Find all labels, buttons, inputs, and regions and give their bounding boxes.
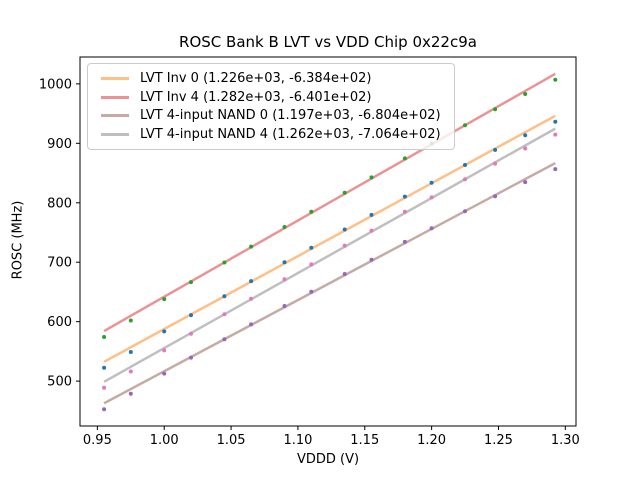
data-point-lvt-inv-0 (102, 365, 107, 370)
fit-line-lvt-inv-4 (103, 72, 556, 333)
data-point-lvt-4-input-nand-0 (189, 355, 193, 360)
data-point-lvt-4-input-nand-0 (463, 209, 467, 214)
data-point-lvt-4-input-nand-0 (128, 391, 133, 396)
data-point-lvt-inv-4 (102, 335, 107, 339)
fit-line-lvt-4-input-nand-0 (103, 161, 556, 405)
data-point-lvt-4-input-nand-0 (369, 257, 374, 262)
data-point-lvt-4-input-nand-0 (553, 167, 558, 172)
data-point-lvt-inv-0 (222, 294, 227, 299)
data-point-lvt-inv-4 (249, 244, 254, 249)
data-point-lvt-4-input-nand-4 (523, 146, 528, 151)
data-point-lvt-inv-0 (369, 212, 374, 217)
y-tick-label: 1000 (39, 77, 72, 92)
data-point-lvt-4-input-nand-4 (429, 195, 434, 200)
data-point-lvt-4-input-nand-4 (309, 262, 314, 267)
data-point-lvt-4-input-nand-0 (493, 194, 498, 199)
y-tick-label: 900 (47, 137, 72, 152)
chart-title: ROSC Bank B LVT vs VDD Chip 0x22c9a (179, 33, 477, 51)
x-axis-label: VDDD (V) (296, 452, 360, 467)
data-point-lvt-inv-4 (282, 225, 287, 229)
data-point-lvt-inv-4 (222, 260, 227, 265)
legend-line-swatch (101, 95, 129, 99)
data-point-lvt-inv-0 (189, 313, 193, 318)
y-tick-label: 700 (47, 256, 72, 271)
data-point-lvt-4-input-nand-4 (463, 177, 467, 182)
data-point-lvt-4-input-nand-0 (342, 272, 347, 276)
legend-item-lvt-inv-0: LVT Inv 0 (1.226e+03, -6.384e+02) (96, 69, 446, 88)
data-point-lvt-inv-0 (309, 245, 314, 250)
data-point-lvt-4-input-nand-4 (128, 369, 133, 374)
data-point-lvt-4-input-nand-4 (102, 385, 107, 390)
data-point-lvt-4-input-nand-0 (222, 337, 227, 342)
data-point-lvt-inv-4 (342, 190, 347, 195)
data-point-lvt-inv-0 (429, 180, 434, 185)
data-point-lvt-inv-4 (463, 123, 467, 128)
data-point-lvt-4-input-nand-4 (189, 331, 193, 336)
legend-item-lvt-inv-4: LVT Inv 4 (1.282e+03, -6.401e+02) (96, 88, 446, 107)
data-point-lvt-4-input-nand-4 (493, 161, 498, 166)
data-point-lvt-inv-0 (342, 227, 347, 232)
axes-frame (79, 56, 577, 427)
data-point-lvt-inv-0 (463, 163, 467, 167)
data-point-lvt-inv-4 (128, 318, 133, 323)
data-point-lvt-inv-0 (162, 329, 167, 334)
data-point-lvt-4-input-nand-0 (282, 304, 287, 308)
legend-line-swatch (101, 114, 129, 118)
legend-line-swatch (101, 133, 129, 137)
legend-item-label: LVT 4-input NAND 0 (1.197e+03, -6.804e+0… (140, 108, 441, 124)
legend-item-label: LVT 4-input NAND 4 (1.262e+03, -7.064e+0… (140, 127, 441, 143)
fit-line-lvt-4-input-nand-4 (103, 127, 556, 383)
data-point-lvt-4-input-nand-4 (369, 228, 374, 233)
fit-line-lvt-inv-0 (103, 114, 556, 363)
data-point-lvt-inv-4 (369, 175, 374, 180)
data-point-lvt-4-input-nand-0 (162, 371, 167, 376)
x-tick-label: 1.30 (551, 433, 580, 448)
data-point-lvt-4-input-nand-0 (402, 239, 407, 244)
data-point-lvt-inv-4 (189, 280, 193, 285)
x-tick-label: 0.95 (83, 433, 112, 448)
legend-item-lvt-4-input-nand-4: LVT 4-input NAND 4 (1.262e+03, -7.064e+0… (96, 125, 446, 144)
y-tick-label: 600 (47, 315, 72, 330)
y-tick-label: 800 (47, 196, 72, 211)
data-point-lvt-4-input-nand-0 (309, 289, 314, 294)
data-point-lvt-4-input-nand-4 (162, 348, 167, 353)
data-point-lvt-4-input-nand-4 (402, 209, 407, 214)
data-point-lvt-inv-4 (402, 156, 407, 161)
data-point-lvt-4-input-nand-4 (222, 312, 227, 317)
data-point-lvt-4-input-nand-4 (553, 132, 558, 137)
data-point-lvt-inv-0 (493, 147, 498, 152)
data-point-lvt-inv-0 (402, 194, 407, 199)
data-point-lvt-4-input-nand-4 (249, 296, 254, 301)
legend-item-label: LVT Inv 0 (1.226e+03, -6.384e+02) (140, 70, 372, 86)
data-point-lvt-inv-0 (523, 133, 528, 138)
y-tick-label: 500 (47, 375, 72, 390)
legend-item-label: LVT Inv 4 (1.282e+03, -6.401e+02) (140, 89, 372, 105)
data-point-lvt-4-input-nand-0 (249, 322, 254, 327)
data-point-lvt-inv-4 (162, 297, 167, 302)
x-tick-label: 1.05 (217, 433, 246, 448)
data-point-lvt-inv-0 (553, 119, 558, 124)
data-point-lvt-4-input-nand-0 (102, 407, 107, 412)
data-point-lvt-4-input-nand-0 (523, 180, 528, 185)
x-tick-label: 1.20 (417, 433, 446, 448)
data-point-lvt-inv-0 (282, 260, 287, 265)
x-tick-label: 1.25 (484, 433, 513, 448)
data-point-lvt-inv-0 (249, 279, 254, 284)
data-point-lvt-4-input-nand-4 (342, 243, 347, 248)
x-tick-label: 1.10 (283, 433, 312, 448)
legend-item-lvt-4-input-nand-0: LVT 4-input NAND 0 (1.197e+03, -6.804e+0… (96, 107, 446, 126)
data-point-lvt-inv-4 (523, 92, 528, 96)
data-point-lvt-4-input-nand-0 (429, 226, 434, 231)
data-point-lvt-4-input-nand-4 (282, 277, 287, 282)
x-tick-label: 1.15 (350, 433, 379, 448)
x-tick-label: 1.00 (150, 433, 179, 448)
data-point-lvt-inv-0 (128, 350, 133, 354)
data-point-lvt-inv-4 (493, 107, 498, 112)
legend: LVT Inv 0 (1.226e+03, -6.384e+02) LVT Inv… (87, 63, 455, 150)
data-point-lvt-inv-4 (309, 209, 314, 214)
data-point-lvt-inv-4 (553, 77, 558, 82)
legend-line-swatch (101, 76, 129, 80)
